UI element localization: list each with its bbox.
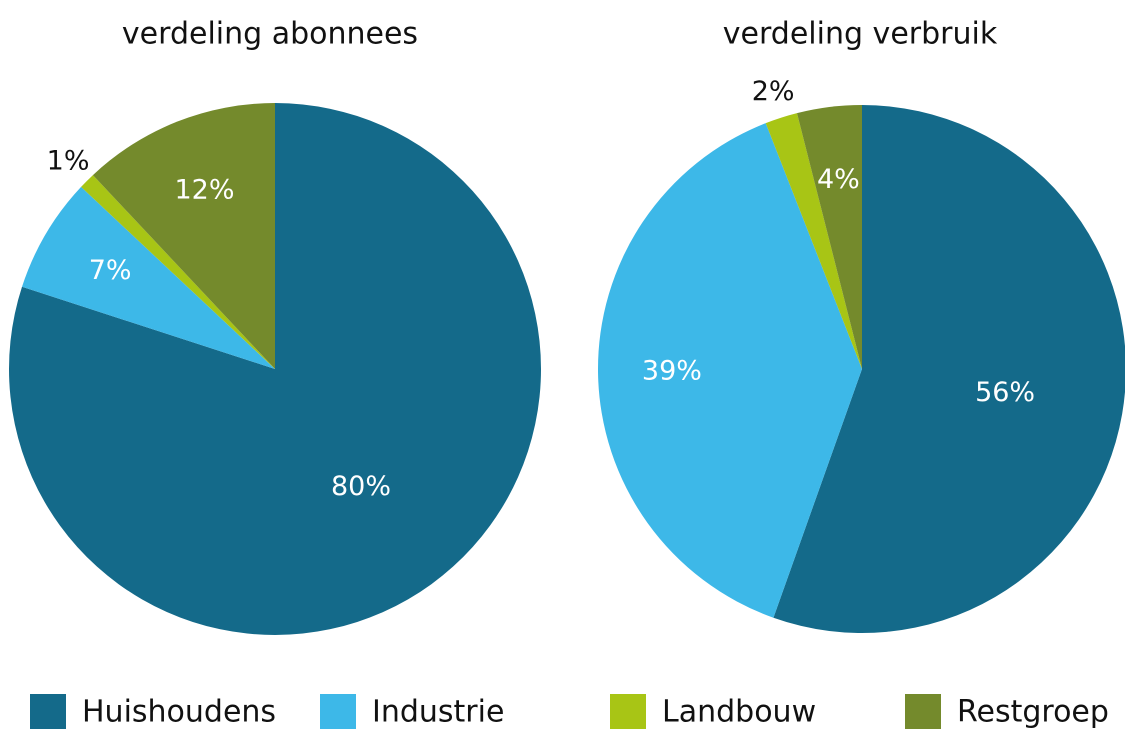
legend-label: Restgroep xyxy=(957,695,1109,729)
data-label: 12% xyxy=(174,174,234,205)
data-label: 56% xyxy=(975,377,1035,408)
data-label: 1% xyxy=(47,146,90,177)
data-label: 2% xyxy=(752,76,795,107)
pie-slice xyxy=(81,175,275,369)
legend-swatch xyxy=(905,694,941,729)
chart-title: verdeling verbruik xyxy=(723,17,998,52)
data-label: 7% xyxy=(89,255,132,286)
pie-slice xyxy=(598,123,862,618)
legend-label: Landbouw xyxy=(662,695,816,729)
legend-swatch xyxy=(320,694,356,729)
legend-label: Industrie xyxy=(372,695,504,729)
pie-slice xyxy=(796,105,862,369)
chart-title: verdeling abonnees xyxy=(122,17,418,52)
legend-label: Huishoudens xyxy=(82,695,276,729)
data-label: 80% xyxy=(331,471,391,502)
data-label: 4% xyxy=(817,164,860,195)
legend-swatch xyxy=(30,694,66,729)
pie-slice xyxy=(8,103,541,635)
data-label: 39% xyxy=(642,355,702,386)
pie-slice xyxy=(92,102,276,369)
pie-slice xyxy=(765,113,862,369)
pie-slice xyxy=(773,105,1125,633)
legend-swatch xyxy=(610,694,646,729)
pie-slice xyxy=(22,186,275,369)
